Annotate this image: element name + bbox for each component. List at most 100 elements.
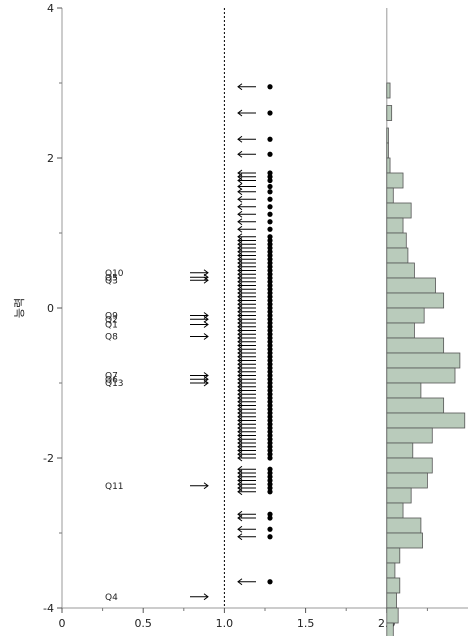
- person-point: [267, 234, 273, 240]
- item-arrowhead: [203, 333, 209, 340]
- person-arrowhead: [237, 135, 243, 143]
- item-label: Q5: [105, 273, 118, 283]
- histogram-bar: [386, 517, 422, 534]
- histogram-bar: [386, 202, 412, 219]
- person-point: [267, 316, 273, 322]
- histogram-bar: [386, 322, 415, 339]
- item-label: Q10: [105, 269, 124, 279]
- person-point: [267, 470, 273, 476]
- person-point: [267, 372, 273, 379]
- person-point: [267, 391, 273, 397]
- person-point: [267, 183, 273, 190]
- item-label: Q13: [105, 379, 124, 389]
- item-arrowhead: [203, 593, 209, 601]
- histogram: [386, 82, 466, 636]
- item-arrowhead: [203, 276, 209, 284]
- person-arrowhead: [237, 210, 243, 218]
- person-point: [267, 417, 273, 424]
- histogram-bar: [386, 547, 401, 564]
- person-point: [267, 357, 273, 364]
- histogram-bar: [386, 105, 393, 121]
- item-label: Q2: [105, 315, 118, 325]
- person-point: [267, 189, 273, 195]
- person-point: [267, 361, 273, 367]
- person-point: [267, 455, 273, 461]
- person-point: [267, 279, 273, 285]
- person-arrowhead: [237, 218, 243, 226]
- histogram-bar: [386, 577, 401, 594]
- person-point: [267, 297, 273, 304]
- person-point: [267, 384, 273, 390]
- person-arrowhead: [237, 578, 243, 586]
- person-point: [267, 354, 273, 360]
- person-point: [267, 256, 273, 262]
- person-point: [267, 264, 273, 270]
- person-arrowhead: [237, 183, 243, 190]
- x-tick-label: 0.5: [134, 617, 152, 630]
- person-point: [267, 84, 273, 90]
- person-point: [267, 309, 273, 315]
- person-arrowhead: [237, 514, 243, 522]
- person-point: [267, 305, 273, 311]
- person-arrowhead: [237, 83, 243, 91]
- person-point: [267, 275, 273, 281]
- person-point: [267, 436, 273, 442]
- histogram-bar: [386, 457, 433, 474]
- histogram-bar: [386, 172, 404, 189]
- item-label: Q3: [105, 276, 118, 286]
- person-point: [267, 402, 273, 409]
- person-point: [267, 335, 273, 341]
- histogram-bar: [386, 472, 428, 489]
- y-tick-label: -2: [43, 452, 54, 465]
- person-point: [267, 489, 273, 495]
- person-point: [267, 534, 273, 540]
- person-point: [267, 260, 273, 266]
- histogram-bar: [386, 292, 445, 309]
- histogram-bar: [386, 232, 407, 249]
- histogram-bar: [386, 397, 445, 414]
- x-tick-label: 1.5: [297, 617, 315, 630]
- person-point: [267, 282, 273, 289]
- person-point: [267, 110, 273, 116]
- item-label: Q6: [105, 375, 118, 385]
- person-point: [267, 406, 273, 412]
- person-point: [267, 451, 273, 457]
- person-point: [267, 286, 273, 292]
- person-point: [267, 485, 273, 491]
- person-point: [267, 481, 273, 487]
- item-arrowhead: [203, 482, 209, 490]
- person-point: [267, 211, 273, 217]
- person-point: [267, 432, 273, 439]
- person-point: [267, 410, 273, 416]
- person-arrowhead: [237, 488, 243, 496]
- histogram-bar: [386, 487, 412, 504]
- person-point: [267, 342, 273, 349]
- item-arrowhead: [203, 379, 209, 387]
- person-arrowhead: [237, 525, 243, 533]
- item-arrowhead: [203, 315, 209, 323]
- person-point: [267, 369, 273, 375]
- person-point: [267, 421, 273, 427]
- person-arrowhead: [237, 177, 243, 184]
- person-point: [267, 447, 273, 454]
- person-point: [267, 290, 273, 296]
- y-tick-label: -4: [43, 602, 54, 615]
- item-label: Q7: [105, 372, 118, 382]
- histogram-bar: [386, 157, 391, 174]
- x-tick-label: 0: [59, 617, 66, 630]
- item-arrowhead: [203, 273, 209, 281]
- person-arrowhead: [237, 150, 243, 158]
- person-point: [267, 399, 273, 405]
- histogram-bar: [386, 382, 422, 399]
- person-point: [267, 376, 273, 382]
- person-point: [267, 151, 273, 157]
- person-point: [267, 245, 273, 251]
- y-tick-label: 2: [47, 152, 54, 165]
- item-arrowhead: [203, 321, 209, 328]
- person-point: [267, 249, 273, 255]
- histogram-bar: [386, 427, 433, 444]
- person-point: [267, 237, 273, 244]
- histogram-bar: [386, 247, 409, 264]
- person-point: [267, 267, 273, 274]
